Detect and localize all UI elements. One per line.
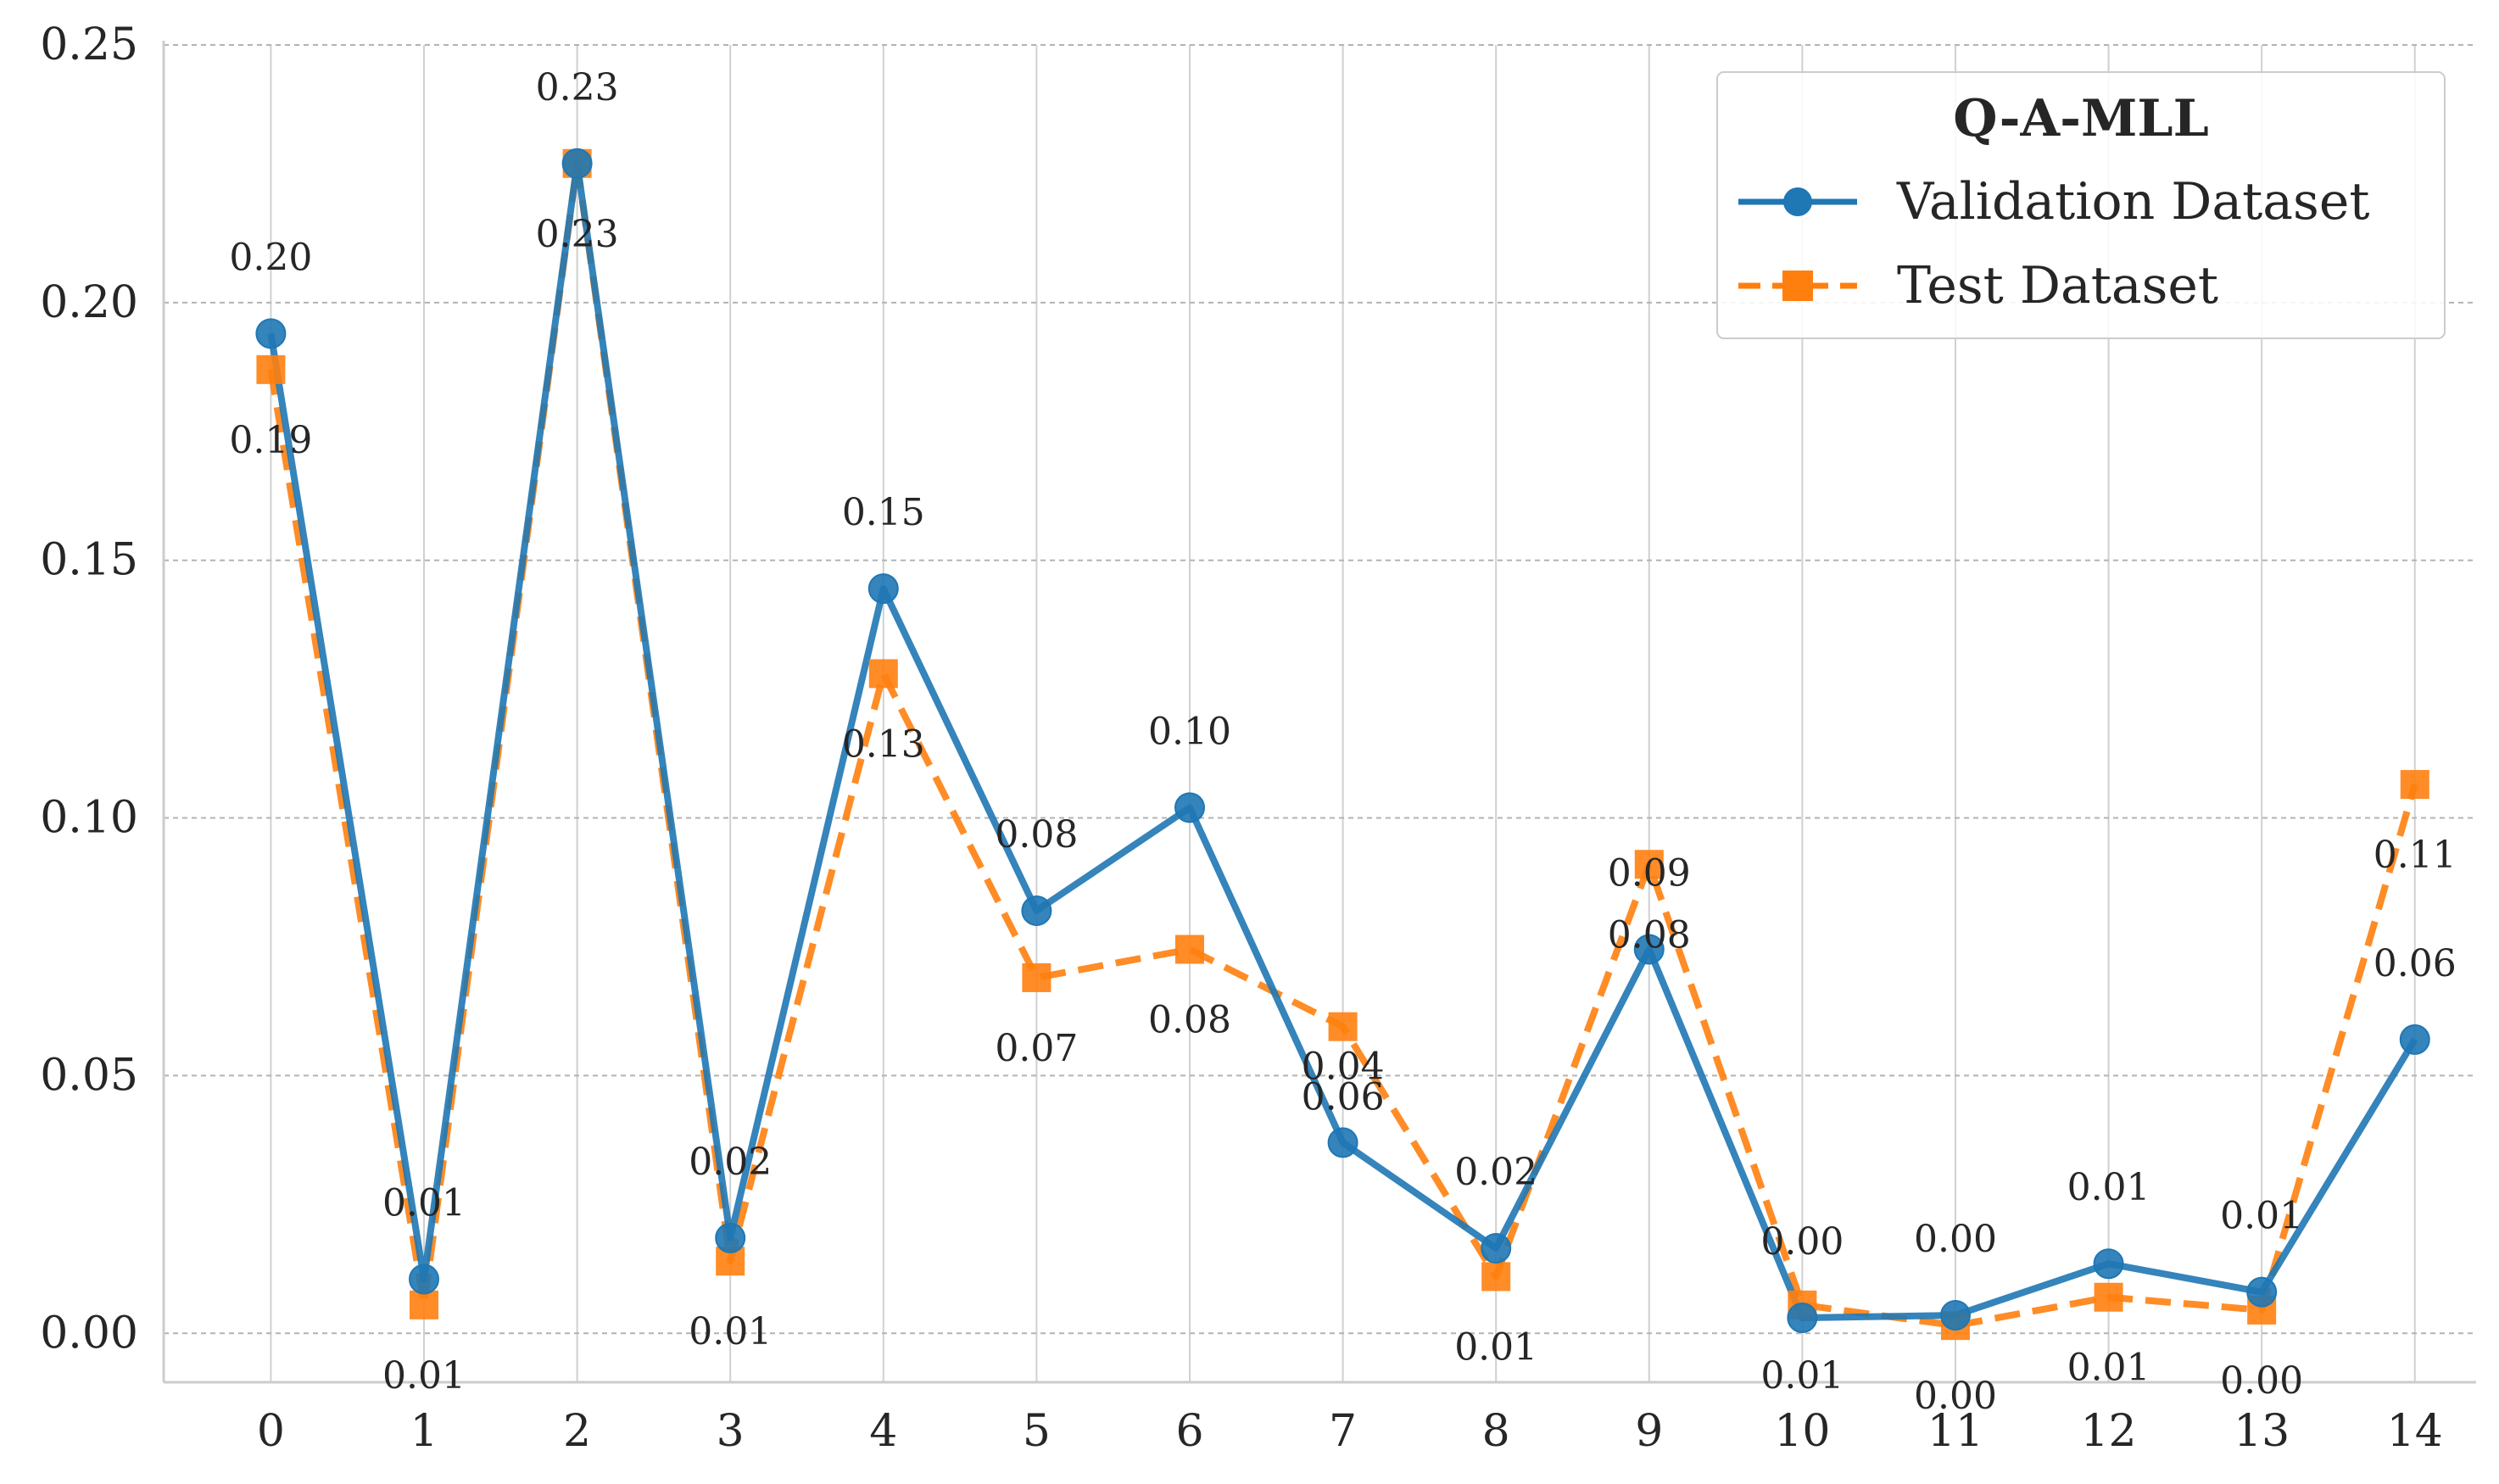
validation-point-10: [1787, 1303, 1818, 1334]
y-tick-label-1: 0.05: [40, 1050, 138, 1101]
x-tick-label-6: 6: [1175, 1406, 1203, 1457]
test-data-label-7: 0.06: [1302, 1076, 1385, 1119]
legend-swatch-marker-test: [1782, 271, 1813, 301]
legend-title: Q-A-MLL: [1953, 89, 2209, 148]
validation-data-label-0: 0.20: [229, 236, 312, 279]
test-data-label-10: 0.01: [1760, 1354, 1844, 1398]
y-tick-label-2: 0.10: [40, 793, 138, 844]
validation-data-label-2: 0.23: [536, 66, 619, 109]
test-data-label-14: 0.11: [2373, 834, 2457, 877]
test-data-label-12: 0.01: [2067, 1347, 2150, 1390]
legend-box: [1716, 71, 2446, 339]
validation-point-11: [1939, 1299, 1971, 1331]
test-data-label-2: 0.23: [536, 213, 619, 256]
validation-point-12: [2093, 1248, 2124, 1280]
test-data-label-13: 0.00: [2220, 1359, 2303, 1403]
validation-data-label-3: 0.02: [689, 1141, 772, 1184]
x-tick-label-9: 9: [1635, 1406, 1663, 1457]
validation-point-7: [1327, 1127, 1358, 1158]
validation-point-6: [1174, 792, 1205, 823]
validation-point-13: [2246, 1276, 2278, 1308]
axes: 0 1 2 3 4 5 6 7 8 9 10 11 12 13 140.000.050.100.150.20…: [40, 20, 2476, 1457]
y-tick-label-3: 0.15: [40, 535, 138, 586]
x-tick-label-7: 7: [1329, 1406, 1357, 1457]
test-point-8: [1481, 1262, 1511, 1292]
validation-point-4: [867, 573, 899, 605]
validation-point-14: [2399, 1024, 2430, 1055]
x-tick-label-8: 8: [1482, 1406, 1510, 1457]
test-data-label-8: 0.01: [1454, 1325, 1537, 1369]
test-point-5: [1022, 962, 1051, 992]
x-tick-label-5: 5: [1023, 1406, 1051, 1457]
legend-swatch-marker-validation: [1783, 187, 1812, 216]
validation-data-label-5: 0.08: [995, 813, 1078, 856]
test-data-label-11: 0.00: [1914, 1375, 1997, 1418]
validation-data-label-11: 0.00: [1914, 1218, 1997, 1261]
test-data-label-9: 0.08: [1608, 913, 1691, 957]
test-data-label-4: 0.13: [842, 722, 925, 766]
test-point-9: [1634, 850, 1664, 879]
validation-data-label-1: 0.01: [382, 1181, 466, 1225]
test-point-7: [1328, 1012, 1358, 1041]
test-point-0: [256, 354, 286, 384]
y-tick-label-4: 0.20: [40, 277, 138, 328]
test-data-label-1: 0.01: [382, 1354, 466, 1398]
grid: [164, 44, 2476, 1382]
validation-point-5: [1021, 895, 1052, 926]
validation-point-8: [1481, 1232, 1512, 1264]
test-data-label-5: 0.07: [995, 1027, 1078, 1070]
validation-data-label-4: 0.15: [842, 491, 925, 534]
data-markers: [255, 148, 2430, 1341]
x-tick-label-0: 0: [257, 1406, 285, 1457]
legend-label-validation: Validation Dataset: [1896, 172, 2369, 232]
validation-point-3: [715, 1222, 746, 1253]
legend-label-test: Test Dataset: [1897, 256, 2218, 315]
legend: Q-A-MLL Validation Dataset Test Dataset: [1716, 71, 2446, 339]
validation-point-0: [255, 318, 287, 349]
x-tick-label-2: 2: [563, 1406, 591, 1457]
data-labels: 0.20 0.01 0.23 0.02 0.15 0.08 0.10 0.04 0.02 0.09…: [229, 66, 2456, 1418]
y-tick-label-5: 0.25: [40, 20, 138, 70]
validation-point-1: [409, 1264, 440, 1295]
validation-data-label-9: 0.09: [1608, 852, 1691, 895]
test-data-label-6: 0.08: [1148, 999, 1231, 1042]
validation-data-label-12: 0.01: [2067, 1166, 2150, 1209]
test-point-12: [2094, 1282, 2123, 1312]
validation-point-9: [1633, 934, 1665, 965]
validation-data-label-8: 0.02: [1454, 1151, 1537, 1194]
test-data-label-0: 0.19: [229, 419, 312, 462]
validation-data-label-10: 0.00: [1760, 1220, 1844, 1264]
y-tick-label-0: 0.00: [40, 1308, 138, 1358]
test-point-1: [410, 1290, 439, 1319]
validation-point-2: [561, 148, 593, 179]
validation-data-label-6: 0.10: [1148, 710, 1231, 753]
test-point-6: [1174, 934, 1204, 964]
test-point-4: [868, 659, 898, 689]
test-data-label-3: 0.01: [689, 1310, 772, 1353]
test-point-14: [2400, 770, 2429, 800]
x-tick-label-3: 3: [717, 1406, 745, 1457]
x-tick-label-13: 13: [2234, 1406, 2290, 1457]
x-tick-label-10: 10: [1774, 1406, 1830, 1457]
x-tick-label-4: 4: [869, 1406, 897, 1457]
validation-data-label-14: 0.06: [2373, 942, 2457, 985]
x-tick-label-12: 12: [2080, 1406, 2136, 1457]
x-tick-label-14: 14: [2387, 1406, 2443, 1457]
x-tick-label-1: 1: [410, 1406, 438, 1457]
validation-data-label-13: 0.01: [2220, 1195, 2303, 1238]
x-tick-label-11: 11: [1927, 1406, 1983, 1457]
validation-data-label-7: 0.04: [1302, 1045, 1385, 1088]
